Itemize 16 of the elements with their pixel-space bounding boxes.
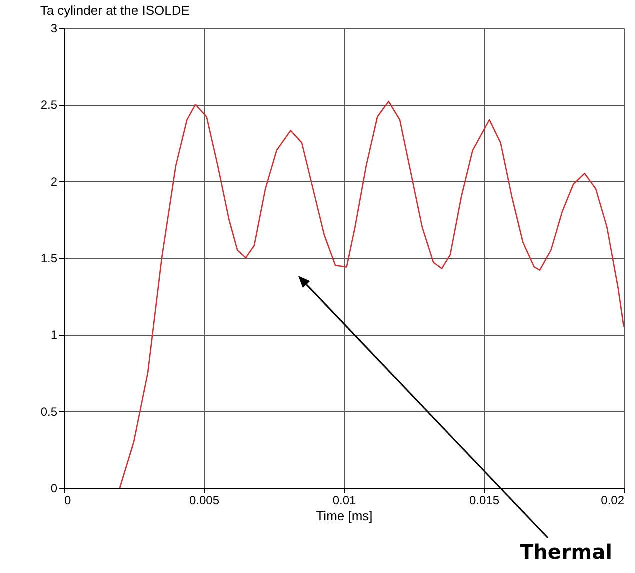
y-tick-label: 3 (50, 22, 58, 36)
x-tick-label: 0.01 (332, 494, 356, 508)
text: Thermal (520, 540, 612, 564)
chart-title: Ta cylinder at the ISOLDE (40, 3, 190, 18)
y-tick-label: 2 (50, 174, 58, 189)
x-tick-label: 0.015 (469, 494, 500, 508)
x-tick-label: 0.02 (601, 494, 625, 508)
x-tick-label: 0 (64, 494, 72, 508)
x-tick-label: 0.005 (189, 494, 220, 508)
y-tick-label: 1.5 (40, 252, 58, 266)
x-axis-title: Time [ms] (316, 508, 373, 524)
y-tick-label: 0.5 (40, 404, 58, 419)
y-tick-label: 1 (50, 328, 58, 342)
y-tick-label: 0 (50, 482, 58, 496)
y-tick-label: 2.5 (40, 98, 58, 112)
line-series (119, 100, 625, 489)
